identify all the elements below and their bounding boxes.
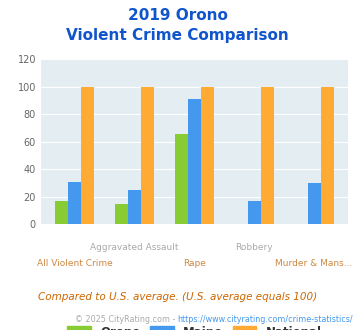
Text: All Violent Crime: All Violent Crime [37, 259, 113, 268]
Text: Robbery: Robbery [235, 243, 273, 251]
Bar [141, 87, 154, 224]
Text: Murder & Mans...: Murder & Mans... [275, 259, 353, 268]
Legend: Orono, Maine, National: Orono, Maine, National [62, 321, 326, 330]
Bar [175, 134, 188, 224]
Bar [201, 87, 214, 224]
Bar [261, 87, 274, 224]
Bar [81, 87, 94, 224]
Bar [307, 183, 321, 224]
Bar [115, 204, 128, 224]
Bar [128, 190, 141, 224]
Text: 2019 Orono: 2019 Orono [127, 8, 228, 23]
Text: Rape: Rape [183, 259, 206, 268]
Text: https://www.cityrating.com/crime-statistics/: https://www.cityrating.com/crime-statist… [178, 315, 353, 324]
Text: Aggravated Assault: Aggravated Assault [90, 243, 179, 251]
Text: Compared to U.S. average. (U.S. average equals 100): Compared to U.S. average. (U.S. average … [38, 292, 317, 302]
Bar [68, 182, 81, 224]
Bar [55, 201, 68, 224]
Text: Violent Crime Comparison: Violent Crime Comparison [66, 28, 289, 43]
Bar [248, 201, 261, 224]
Bar [188, 99, 201, 224]
Text: © 2025 CityRating.com -: © 2025 CityRating.com - [75, 315, 178, 324]
Bar [321, 87, 334, 224]
